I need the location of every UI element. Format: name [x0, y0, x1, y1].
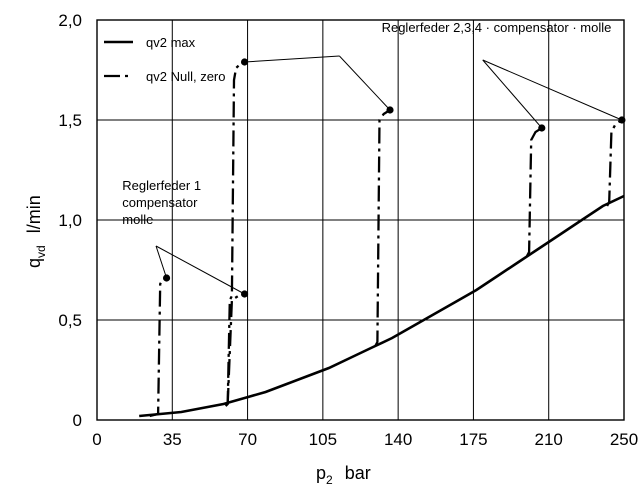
endpoint-dot	[386, 106, 394, 114]
y-tick-label: 1,0	[58, 211, 82, 230]
y-tick-label: 2,0	[58, 11, 82, 30]
x-tick-label: 35	[163, 430, 182, 449]
x-tick-label: 0	[92, 430, 101, 449]
x-tick-label: 70	[238, 430, 257, 449]
x-axis-label: p2 bar	[316, 463, 371, 487]
annotation-line: compensator	[122, 195, 198, 210]
y-axis-unit: l/min	[24, 195, 44, 233]
x-tick-label: 250	[610, 430, 638, 449]
x-tick-label: 105	[309, 430, 337, 449]
x-tick-label: 210	[535, 430, 563, 449]
y-axis-subscript: vd	[34, 245, 48, 258]
endpoint-dot	[162, 274, 171, 282]
annotation-leader-line	[155, 245, 245, 295]
x-axis-subscript: 2	[326, 473, 333, 487]
series-line-null	[224, 60, 246, 407]
x-axis-symbol: p	[316, 463, 326, 483]
legend-label-max: qv2 max	[146, 35, 196, 50]
annotation-line: Reglerfeder 2,3,4 · compensator · molle	[382, 20, 612, 35]
y-tick-label: 1,5	[58, 111, 82, 130]
annotation-leader-line	[482, 59, 623, 121]
plot-frame	[96, 19, 625, 421]
series-line-null	[226, 292, 245, 405]
series-line-null	[525, 127, 543, 257]
endpoint-dot	[240, 290, 249, 298]
annotation-line: molle	[122, 212, 153, 227]
annotation-leaders	[155, 55, 623, 295]
x-tick-labels: 0 35 70 105 140 175 210 250	[92, 430, 638, 449]
annotation-line: Reglerfeder 1	[122, 178, 201, 193]
x-tick-label: 140	[384, 430, 412, 449]
y-axis-label: qvd l/min	[24, 195, 48, 268]
annotation-springs-234: Reglerfeder 2,3,4 · compensator · molle	[382, 20, 612, 35]
annotation-leader-line	[155, 245, 168, 279]
legend-label-null: qv2 Null, zero	[146, 69, 225, 84]
endpoint-dot	[240, 58, 249, 66]
series-layer	[139, 60, 625, 418]
annotation-leader-line	[482, 59, 543, 129]
annotation-leader-line	[244, 55, 340, 63]
series-line-max	[139, 194, 625, 418]
y-tick-labels: 0 0,5 1,0 1,5 2,0	[58, 11, 82, 430]
annotation-labels: Reglerfeder 2,3,4 · compensator · molle R…	[122, 20, 611, 227]
y-tick-label: 0	[73, 411, 82, 430]
y-axis-symbol: q	[24, 258, 44, 268]
x-tick-label: 175	[459, 430, 487, 449]
series-line-null	[606, 119, 623, 207]
endpoint-markers	[162, 58, 626, 298]
grid-lines	[97, 20, 624, 420]
y-tick-label: 0,5	[58, 311, 82, 330]
series-line-null	[149, 276, 168, 418]
legend: qv2 max qv2 Null, zero	[104, 35, 225, 84]
endpoint-dot	[538, 124, 546, 132]
annotation-spring-1: Reglerfeder 1 compensator molle	[122, 178, 201, 227]
annotation-leader-line	[339, 55, 391, 111]
series-line-null	[374, 109, 391, 347]
x-axis-unit: bar	[345, 463, 371, 483]
